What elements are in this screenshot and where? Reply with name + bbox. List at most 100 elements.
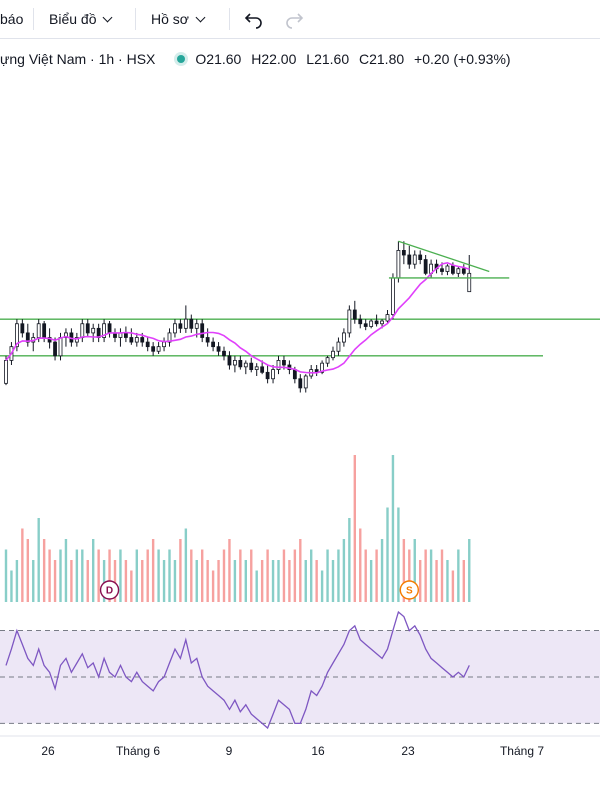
volume-bar xyxy=(402,539,406,602)
volume-bar xyxy=(206,560,209,602)
volume-bar xyxy=(195,560,198,602)
volume-bar xyxy=(429,549,433,602)
volume-bar xyxy=(315,560,318,602)
volume-bar xyxy=(446,560,449,602)
candle-body xyxy=(134,337,139,343)
volume-bar xyxy=(75,549,79,602)
candle-body xyxy=(260,366,265,373)
candle-body xyxy=(292,369,297,380)
volume-bar xyxy=(53,560,57,602)
candle-body xyxy=(309,369,314,377)
candle-body xyxy=(391,277,395,315)
volume-bar xyxy=(457,549,460,602)
close-value: C21.80 xyxy=(359,51,405,67)
volume-bar xyxy=(397,507,400,602)
volume-bar xyxy=(10,570,13,602)
volume-bar xyxy=(299,539,302,602)
candle-body xyxy=(53,341,57,357)
volume-bar xyxy=(419,560,422,602)
symbol-title[interactable]: ựng Việt Nam · 1h · HSX xyxy=(0,51,156,67)
volume-bar xyxy=(168,549,171,602)
candle-body xyxy=(434,263,439,270)
volume-bar xyxy=(37,518,40,602)
volume-bar xyxy=(135,549,138,602)
volume-bar xyxy=(293,549,297,602)
candle-body xyxy=(91,327,96,334)
candle-body xyxy=(9,346,14,361)
candle-body xyxy=(4,360,8,384)
candle-body xyxy=(467,272,472,293)
volume-bar xyxy=(222,549,226,602)
toolbar-divider xyxy=(135,8,136,30)
candle-body xyxy=(461,268,466,274)
candle-body xyxy=(200,323,205,338)
candle-body xyxy=(162,341,166,348)
undo-icon[interactable] xyxy=(242,7,266,31)
volume-bar xyxy=(250,549,253,602)
candle-body xyxy=(265,371,270,380)
candle-body xyxy=(347,309,352,334)
candle-body xyxy=(42,323,47,338)
descending-trendline xyxy=(398,240,490,273)
candle-body xyxy=(440,268,444,272)
volume-bar xyxy=(353,455,356,602)
candle-body xyxy=(107,323,112,334)
candle-body xyxy=(102,323,106,338)
volume-bar xyxy=(326,549,329,602)
volume-bar xyxy=(435,560,438,602)
candle-body xyxy=(282,360,286,366)
candle-body xyxy=(243,362,248,368)
volume-bar xyxy=(277,560,280,602)
candle-body xyxy=(271,369,275,380)
volume-bar xyxy=(380,539,384,602)
chevron-down-icon xyxy=(195,12,206,23)
volume-bar xyxy=(141,560,144,602)
candle-body xyxy=(232,360,237,366)
chart-menu-button[interactable]: Biểu đồ xyxy=(49,8,113,30)
candle-body xyxy=(74,337,79,343)
toolbar-divider xyxy=(33,8,34,30)
top-toolbar: báo Biểu đồ Hồ sơ xyxy=(0,0,600,39)
event-marker xyxy=(399,580,419,600)
volume-bar xyxy=(271,560,275,602)
volume-bar xyxy=(320,570,324,602)
volume-bar xyxy=(468,539,471,602)
candle-body xyxy=(124,332,128,338)
volume-bar xyxy=(146,549,149,602)
volume-bar xyxy=(70,560,73,602)
event-marker-label: S xyxy=(406,586,413,597)
candle-body xyxy=(36,323,41,338)
redo-icon[interactable] xyxy=(282,7,306,31)
volume-bar xyxy=(359,528,362,602)
volume-bar xyxy=(15,560,19,602)
candle-body xyxy=(385,314,390,322)
volume-bar xyxy=(173,560,177,602)
candle-body xyxy=(211,341,216,348)
candle-body xyxy=(173,323,177,334)
candle-body xyxy=(418,254,423,260)
candle-body xyxy=(25,332,30,343)
volume-bar xyxy=(92,539,95,602)
alert-menu-cut[interactable]: báo xyxy=(0,11,24,27)
volume-bar xyxy=(364,549,367,602)
volume-bar xyxy=(26,539,29,602)
volume-bar xyxy=(375,549,378,602)
candle-body xyxy=(20,323,25,334)
volume-bar xyxy=(310,549,313,602)
volume-bar xyxy=(86,560,89,602)
rsi-band xyxy=(0,630,600,724)
candle-body xyxy=(205,337,210,343)
candle-body xyxy=(374,320,379,325)
candle-body xyxy=(118,332,123,338)
candle-body xyxy=(341,332,346,343)
open-value: O21.60 xyxy=(195,51,242,67)
profile-menu-button[interactable]: Hồ sơ xyxy=(151,8,206,30)
candle-body xyxy=(369,320,374,327)
candle-body xyxy=(401,250,406,256)
volume-bar xyxy=(244,560,247,602)
volume-bar xyxy=(282,549,286,602)
market-status-icon xyxy=(177,55,186,64)
event-marker xyxy=(99,580,120,600)
